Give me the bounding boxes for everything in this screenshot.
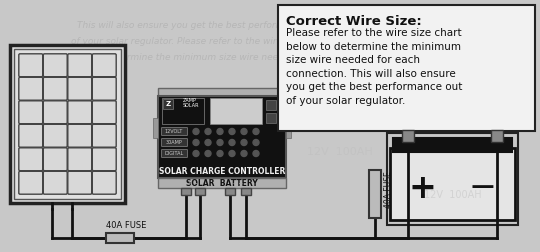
Circle shape bbox=[253, 150, 259, 156]
FancyBboxPatch shape bbox=[161, 149, 187, 158]
Circle shape bbox=[193, 140, 199, 145]
Bar bbox=[491, 130, 503, 142]
Bar bbox=[195, 188, 205, 195]
FancyBboxPatch shape bbox=[161, 128, 187, 136]
Circle shape bbox=[205, 150, 211, 156]
Circle shape bbox=[229, 150, 235, 156]
FancyBboxPatch shape bbox=[19, 54, 43, 77]
Bar bbox=[106, 233, 134, 243]
Bar bbox=[163, 99, 173, 109]
Text: below to determine the minimum size wire needed for each: below to determine the minimum size wire… bbox=[65, 53, 335, 62]
FancyBboxPatch shape bbox=[92, 124, 116, 147]
FancyBboxPatch shape bbox=[68, 77, 92, 100]
Bar bbox=[162, 98, 204, 124]
Bar bbox=[158, 96, 286, 178]
Bar bbox=[158, 88, 286, 96]
Circle shape bbox=[205, 140, 211, 145]
Circle shape bbox=[241, 140, 247, 145]
Bar bbox=[369, 170, 381, 218]
Circle shape bbox=[229, 140, 235, 145]
Text: 12V  100AH: 12V 100AH bbox=[307, 147, 373, 157]
Circle shape bbox=[241, 150, 247, 156]
Bar bbox=[210, 98, 262, 124]
FancyBboxPatch shape bbox=[68, 171, 92, 194]
Text: ZAMP
SOLAR: ZAMP SOLAR bbox=[183, 98, 199, 108]
Bar bbox=[266, 100, 276, 110]
Circle shape bbox=[205, 129, 211, 135]
Bar bbox=[14, 49, 121, 199]
FancyBboxPatch shape bbox=[68, 101, 92, 124]
Circle shape bbox=[217, 129, 223, 135]
Circle shape bbox=[253, 140, 259, 145]
Text: 12V  100AH: 12V 100AH bbox=[424, 190, 481, 200]
Bar bbox=[10, 45, 125, 203]
FancyBboxPatch shape bbox=[43, 77, 67, 100]
Circle shape bbox=[241, 129, 247, 135]
FancyBboxPatch shape bbox=[19, 101, 43, 124]
Circle shape bbox=[253, 129, 259, 135]
Text: + −: + − bbox=[187, 181, 199, 186]
FancyBboxPatch shape bbox=[68, 54, 92, 77]
Text: of your solar regulator. Please refer to the wire size chart: of your solar regulator. Please refer to… bbox=[71, 38, 329, 47]
FancyBboxPatch shape bbox=[43, 124, 67, 147]
FancyBboxPatch shape bbox=[19, 124, 43, 147]
FancyBboxPatch shape bbox=[68, 148, 92, 171]
Text: 40A FUSE: 40A FUSE bbox=[106, 221, 146, 230]
Bar bbox=[278, 5, 535, 131]
Bar bbox=[225, 188, 235, 195]
FancyBboxPatch shape bbox=[92, 148, 116, 171]
Text: +: + bbox=[408, 172, 436, 205]
FancyBboxPatch shape bbox=[68, 124, 92, 147]
FancyBboxPatch shape bbox=[43, 148, 67, 171]
Bar bbox=[241, 188, 251, 195]
FancyBboxPatch shape bbox=[43, 54, 67, 77]
Bar bbox=[153, 118, 158, 138]
FancyBboxPatch shape bbox=[43, 101, 67, 124]
Bar bbox=[266, 113, 276, 123]
Text: SOLAR CHARGE CONTROLLER: SOLAR CHARGE CONTROLLER bbox=[159, 168, 285, 176]
Text: Please refer to the wire size chart
below to determine the minimum
size wire nee: Please refer to the wire size chart belo… bbox=[286, 28, 462, 106]
Bar bbox=[286, 118, 291, 138]
FancyBboxPatch shape bbox=[92, 77, 116, 100]
Text: + −: + − bbox=[232, 181, 244, 186]
Bar bbox=[402, 130, 414, 142]
FancyBboxPatch shape bbox=[92, 171, 116, 194]
Text: SOLAR  BATTERY: SOLAR BATTERY bbox=[186, 178, 258, 187]
Text: This will also ensure you get the best performance out: This will also ensure you get the best p… bbox=[77, 20, 323, 29]
Circle shape bbox=[193, 150, 199, 156]
Bar bbox=[181, 188, 191, 195]
FancyBboxPatch shape bbox=[161, 139, 187, 146]
Circle shape bbox=[217, 150, 223, 156]
Bar bbox=[387, 133, 518, 225]
Circle shape bbox=[193, 129, 199, 135]
Text: DIGITAL: DIGITAL bbox=[164, 151, 184, 156]
FancyBboxPatch shape bbox=[19, 148, 43, 171]
Text: 40A FUSE: 40A FUSE bbox=[384, 172, 393, 208]
Text: Z: Z bbox=[165, 101, 171, 107]
Text: 30AMP: 30AMP bbox=[166, 140, 183, 145]
Text: 12VOLT: 12VOLT bbox=[165, 129, 183, 134]
Circle shape bbox=[217, 140, 223, 145]
Text: −: − bbox=[469, 172, 497, 205]
Bar bbox=[393, 138, 512, 152]
FancyBboxPatch shape bbox=[92, 101, 116, 124]
Bar bbox=[158, 178, 286, 188]
FancyBboxPatch shape bbox=[19, 171, 43, 194]
FancyBboxPatch shape bbox=[19, 77, 43, 100]
Text: Correct Wire Size:: Correct Wire Size: bbox=[286, 15, 422, 28]
FancyBboxPatch shape bbox=[43, 171, 67, 194]
FancyBboxPatch shape bbox=[92, 54, 116, 77]
Bar bbox=[390, 148, 515, 220]
Circle shape bbox=[229, 129, 235, 135]
